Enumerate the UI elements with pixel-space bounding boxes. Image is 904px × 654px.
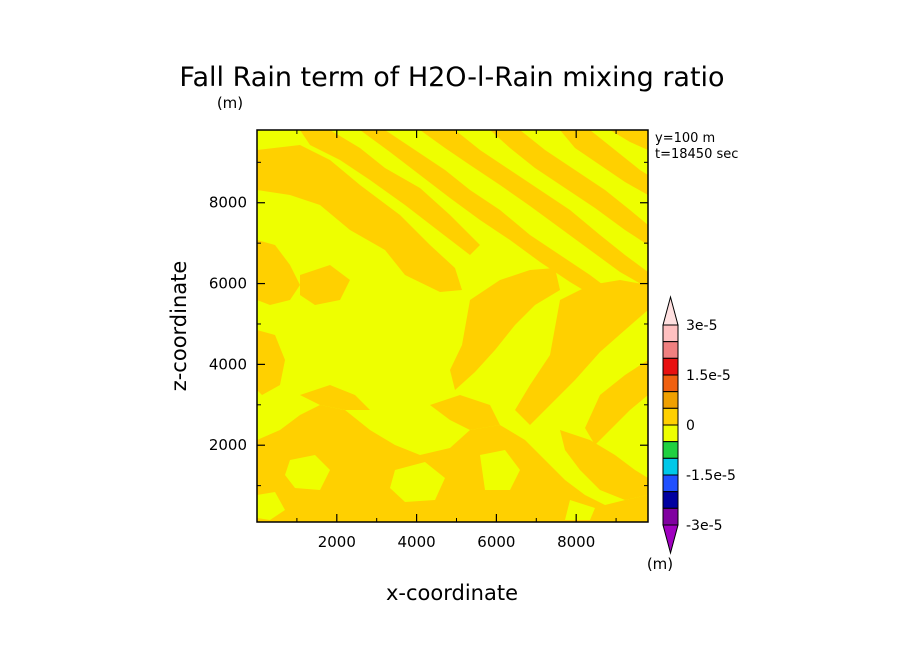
contour-region <box>300 265 350 305</box>
contour-region <box>420 130 648 288</box>
colorbar-swatch <box>662 474 679 493</box>
high-value-regions <box>257 130 648 522</box>
contour-region <box>515 280 648 425</box>
x-tick-label: 6000 <box>477 533 515 551</box>
chart-title: Fall Rain term of H2O-l-Rain mixing rati… <box>179 62 724 93</box>
contour-region <box>285 455 330 490</box>
annotation-text: y=100 m <box>655 131 715 146</box>
contour-region <box>300 385 370 410</box>
colorbar-tick-label: -3e-5 <box>686 518 723 534</box>
colorbar-tick-label: 3e-5 <box>686 318 717 334</box>
y-tick-label: 8000 <box>209 194 247 212</box>
colorbar-tick-label: 1.5e-5 <box>686 368 731 384</box>
contour-region <box>430 395 500 430</box>
colorbar-swatch <box>662 341 679 359</box>
colorbar-swatch <box>662 457 679 476</box>
contour-region <box>565 500 595 520</box>
contour-region <box>257 492 285 520</box>
colorbar-swatch <box>662 374 679 393</box>
colorbar-swatch <box>662 441 679 459</box>
colorbar-tick-label: -1.5e-5 <box>686 468 736 484</box>
contour-region <box>450 268 560 390</box>
y-tick-label: 2000 <box>209 436 247 454</box>
plot-frame <box>256 129 649 523</box>
contour-region <box>360 130 610 300</box>
annotations: y=100 mt=18450 sec <box>655 131 738 162</box>
y-axis-label: z-coordinate <box>167 261 191 392</box>
contour-region <box>390 462 445 502</box>
contour-region <box>560 130 648 195</box>
x-axis: 2000 4000 6000 8000 <box>296 130 617 551</box>
colorbar-swatch <box>662 424 679 443</box>
low-value-patches <box>257 450 595 520</box>
contour-region <box>257 405 648 522</box>
x-tick-label: 2000 <box>318 533 356 551</box>
colorbar-swatch <box>662 391 679 409</box>
contour-region <box>257 330 285 395</box>
colorbar-swatch <box>662 491 679 509</box>
x-tick-label: 4000 <box>397 533 435 551</box>
contour-region <box>560 430 648 500</box>
contour-region <box>257 145 462 292</box>
contour-region <box>300 130 480 255</box>
colorbar-swatch <box>662 357 679 376</box>
title-unit-label: (m) <box>217 94 243 112</box>
contour-region <box>480 450 520 490</box>
contour-region <box>257 240 300 305</box>
contour-region <box>490 130 648 245</box>
y-tick-label: 6000 <box>209 275 247 293</box>
colorbar-tick-label: 0 <box>686 418 695 434</box>
annotation-text: t=18450 sec <box>655 147 738 162</box>
colorbar-swatch <box>662 407 679 426</box>
contour-region <box>585 360 648 445</box>
y-tick-label: 4000 <box>209 355 247 373</box>
colorbar: 3e-5 1.5e-5 0 -1.5e-5 -3e-5 <box>662 295 736 555</box>
colorbar-arrow-top <box>662 295 679 326</box>
colorbar-swatch <box>662 324 679 343</box>
x-axis-label: x-coordinate <box>386 581 518 605</box>
x-tick-label: 8000 <box>557 533 595 551</box>
contour-region <box>610 130 648 150</box>
colorbar-swatch <box>662 507 679 526</box>
colorbar-unit-label: (m) <box>647 555 673 573</box>
colorbar-arrow-bottom <box>662 524 679 555</box>
plot-area <box>256 129 649 523</box>
y-axis: 2000 4000 6000 8000 <box>209 161 648 487</box>
